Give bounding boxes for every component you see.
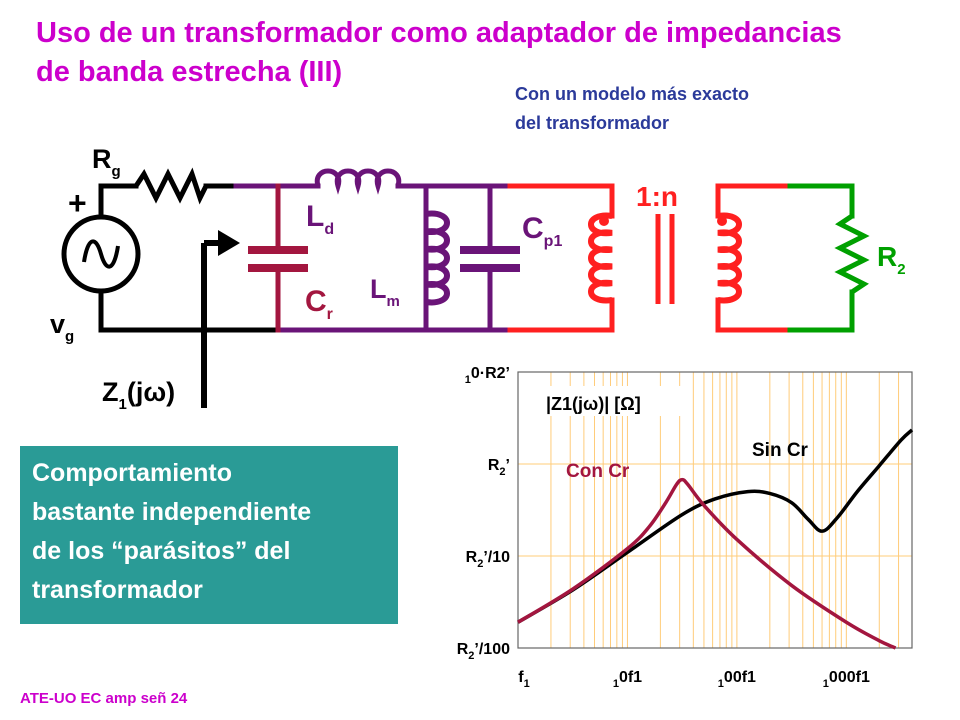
chart-tick-labels: f1 10f1 100f1 1000f1 R2’/100 R2’/10 R2’ 10·R2’: [457, 365, 870, 690]
x-tick-label: 100f1: [718, 669, 756, 690]
slide-title: Uso de un transformador como adaptador d…: [36, 14, 936, 92]
rg-label: Rg: [92, 144, 121, 180]
r2-resistor: [834, 213, 870, 295]
x-tick-label: f1: [518, 669, 529, 690]
ld-inductor: [314, 168, 402, 195]
turns-ratio-label: 1:n: [636, 181, 678, 212]
lm-inductor: [425, 210, 450, 306]
title-line-2: de banda estrecha (III): [36, 56, 343, 88]
chart-series: [517, 428, 914, 650]
x-tick-label: 10f1: [613, 669, 642, 690]
chart-title-box: [541, 386, 682, 416]
lm-label: Lm: [370, 274, 400, 310]
conclusion-box: Comportamiento bastante independiente de…: [20, 446, 398, 624]
cr-label: Cr: [305, 285, 333, 323]
slide-subtitle: Con un modelo más exacto del transformad…: [515, 80, 749, 138]
y-tick-label: R2’: [488, 457, 510, 478]
x-tick-label: 1000f1: [823, 669, 870, 690]
impedance-chart: f1 10f1 100f1 1000f1R2’/100R2’/10R2’10·R2’ …: [457, 365, 914, 690]
secondary-winding: [717, 212, 742, 304]
z1-label: Z1(jω): [102, 377, 175, 413]
note-line-3: de los “parásitos” del: [32, 537, 291, 565]
primary-winding: [588, 212, 613, 304]
note-line-4: transformador: [32, 576, 203, 604]
y-tick-label: 10·R2’: [465, 365, 510, 386]
rg-resistor: [133, 167, 209, 205]
r2-label: R2: [877, 241, 906, 278]
ld-label: Ld: [306, 200, 334, 238]
note-line-1: Comportamiento: [32, 459, 232, 487]
z1-arrow-head: [218, 230, 240, 256]
vg-label: vg: [50, 309, 74, 345]
slide-footer: ATE-UO EC amp señ 24: [20, 690, 188, 707]
series-line-0: [517, 428, 914, 624]
circuit-wires: [98, 183, 855, 333]
series-line-1: [517, 477, 897, 650]
note-line-2: bastante independiente: [32, 498, 312, 526]
primary-dot: [599, 216, 609, 226]
subtitle-line-1: Con un modelo más exacto: [515, 84, 750, 104]
legend-con-cr: Con Cr: [566, 461, 630, 482]
cp1-label: Cp1: [522, 212, 562, 250]
circuit-components: [61, 167, 870, 408]
title-line-1: Uso de un transformador como adaptador d…: [36, 17, 842, 49]
subtitle-line-2: del transformador: [515, 113, 670, 133]
chart-frame: [517, 371, 913, 649]
legend-sin-cr: Sin Cr: [752, 440, 809, 461]
y-tick-label: R2’/100: [457, 641, 510, 662]
secondary-dot: [717, 216, 727, 226]
chart-grid: [518, 372, 912, 648]
source-plus-sign: +: [68, 185, 87, 221]
y-tick-label: R2’/10: [466, 549, 510, 570]
chart-title: |Z1(jω)| [Ω]: [546, 394, 641, 414]
ac-sine-icon: [82, 239, 120, 269]
